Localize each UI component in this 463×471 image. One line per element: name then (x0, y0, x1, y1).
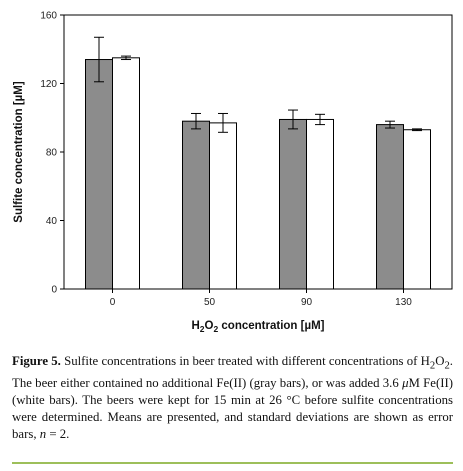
bar-white (112, 57, 140, 290)
y-axis-title: Sulfite concentration [µM] (13, 81, 25, 223)
x-tick-label: 0 (110, 297, 116, 308)
caption-sub-1: 2 (429, 360, 436, 372)
figure-caption: Figure 5. Sulfite concentrations in beer… (12, 353, 453, 443)
caption-text-5: = 2. (46, 426, 70, 441)
x-tick-label: 90 (301, 297, 313, 308)
y-tick-label: 80 (46, 148, 58, 159)
y-tick-label: 160 (40, 11, 57, 22)
caption-text-4: M Fe(II) (white bars). The beers were ke… (12, 375, 453, 441)
bar-white (403, 129, 431, 290)
caption-text-1: Sulfite concentrations in beer treated w… (60, 354, 430, 368)
x-axis-title: H2O2 concentration [µM] (191, 320, 324, 334)
bar-gray (376, 124, 404, 290)
bar-white (306, 118, 334, 290)
bar-gray (279, 118, 307, 290)
bar-white (209, 122, 237, 290)
caption-text-3: . The beer either contained no additiona… (12, 354, 453, 390)
bar-chart: 0 40 80 120 160 0 50 90 130 Sulfite concentration… (13, 11, 453, 334)
plot-area: 0 40 80 120 160 0 50 90 130 Sulfite concentration… (13, 11, 453, 334)
caption-n: n (39, 426, 47, 441)
caption-rule (12, 462, 453, 464)
bar-gray (85, 59, 113, 290)
caption-sub-2: 2 (444, 360, 450, 372)
x-tick-label: 130 (395, 297, 412, 308)
y-tick-label: 40 (46, 216, 58, 227)
caption-text-2: O (435, 354, 445, 368)
y-tick-label: 0 (51, 285, 57, 296)
bar-gray (182, 120, 210, 290)
y-tick-label: 120 (40, 79, 57, 90)
caption-mu: μ (402, 375, 409, 390)
x-tick-label: 50 (204, 297, 216, 308)
caption-label: Figure 5. (12, 354, 61, 368)
